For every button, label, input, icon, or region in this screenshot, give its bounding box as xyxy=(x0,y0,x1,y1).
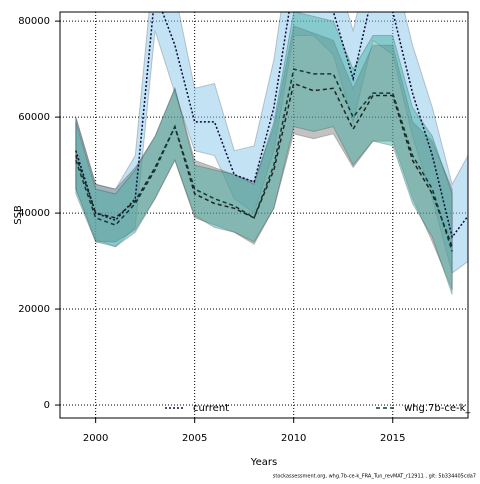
footer: stockassessment.org, whg.7b-ce-k_FRA_Tun… xyxy=(273,474,476,480)
x-tick-label: 2015 xyxy=(380,433,405,444)
confidence-band xyxy=(75,12,468,274)
y-tick-label: 0 xyxy=(44,400,50,411)
y-tick-label: 40000 xyxy=(18,208,50,219)
legend-label: current xyxy=(193,403,229,414)
legend-label: whg.7b-ce-k_ xyxy=(404,403,471,414)
y-tick-label: 60000 xyxy=(18,112,50,123)
y-tick-label: 20000 xyxy=(18,304,50,315)
series-line xyxy=(75,82,453,247)
x-tick-label: 2005 xyxy=(182,433,207,444)
y-tick-label: 80000 xyxy=(18,16,50,27)
plot-area xyxy=(60,12,468,418)
x-tick-label: 2000 xyxy=(83,433,108,444)
x-tick-label: 2010 xyxy=(281,433,306,444)
confidence-band xyxy=(75,12,453,295)
x-axis-label: Years xyxy=(250,457,277,468)
series-line xyxy=(75,68,453,252)
frame xyxy=(59,11,469,419)
series-line xyxy=(75,12,468,239)
confidence-band xyxy=(75,25,453,291)
y-axis-label: SSB xyxy=(13,205,24,225)
